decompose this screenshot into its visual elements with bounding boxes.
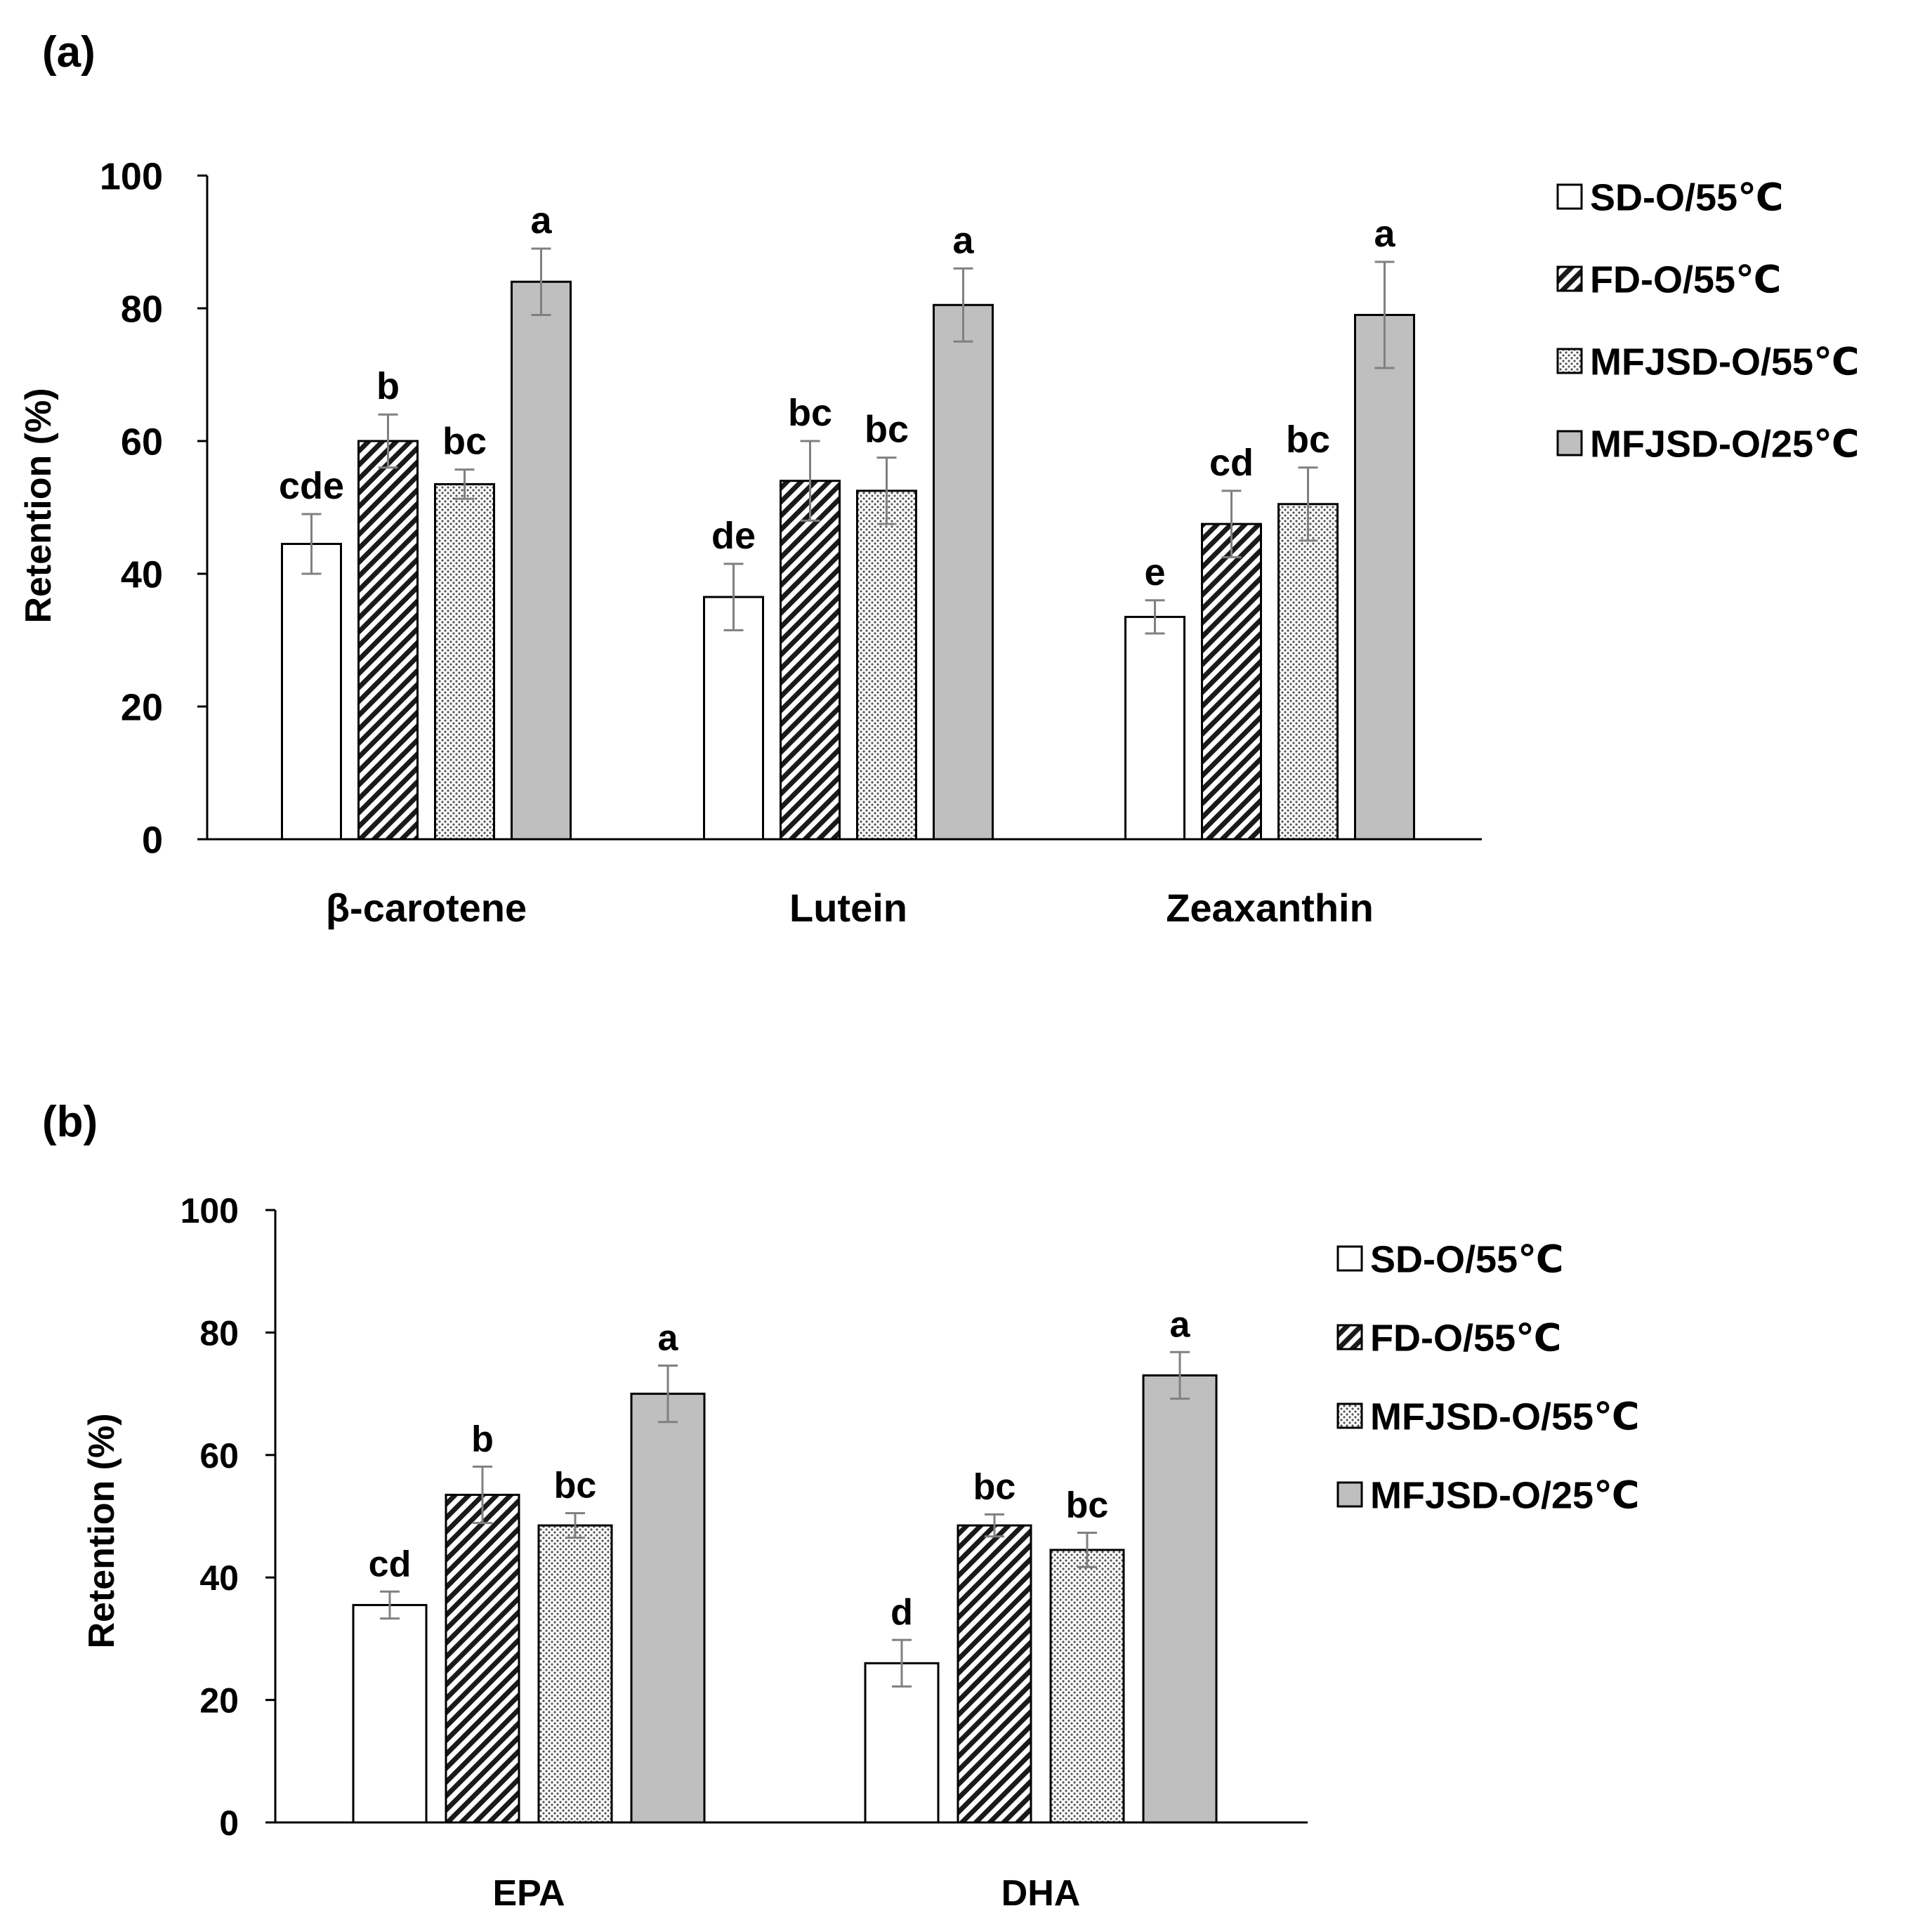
legend-label: FD-O/55℃ — [1590, 258, 1781, 301]
panel-b: (b) Retention (%) 0 20 40 60 80 100 cd b bc a d bc… — [42, 1098, 1639, 1914]
y-tick-label: 0 — [142, 819, 163, 861]
significance-letter: e — [1144, 551, 1165, 593]
legend-swatch — [1556, 348, 1583, 374]
category-label: β-carotene — [326, 886, 527, 930]
significance-letter: b — [471, 1419, 494, 1459]
significance-letter: bc — [788, 392, 832, 434]
bar-dots — [856, 489, 917, 841]
bar-gray — [933, 303, 994, 841]
panel-b-x-labels: EPA DHA — [492, 1873, 1080, 1914]
y-tick-label: 40 — [121, 553, 163, 596]
panel-b-tag: (b) — [42, 1098, 98, 1146]
legend-swatch — [1336, 1324, 1363, 1351]
category-label: Zeaxanthin — [1166, 886, 1374, 930]
legend-swatch — [1556, 265, 1583, 292]
legend-swatch — [1336, 1481, 1363, 1508]
significance-letter: a — [1374, 213, 1395, 255]
bar-hatch — [780, 480, 841, 841]
panel-b-y-axis-label: Retention (%) — [81, 1413, 122, 1648]
significance-letter: bc — [865, 409, 909, 451]
bar-dots — [537, 1524, 613, 1824]
legend-swatch — [1336, 1402, 1363, 1429]
significance-letter: cd — [369, 1544, 412, 1584]
bar-gray — [630, 1393, 706, 1824]
y-tick-label: 0 — [219, 1803, 239, 1843]
bar-hatch — [1201, 523, 1262, 841]
legend-label: MFJSD-O/55℃ — [1370, 1395, 1639, 1438]
panel-b-legend: SD-O/55℃ FD-O/55℃ MFJSD-O/55℃ MFJSD-O/25℃ — [1336, 1238, 1639, 1516]
category-label: EPA — [492, 1873, 565, 1914]
bar-white — [1124, 615, 1185, 841]
significance-letter: bc — [1066, 1485, 1109, 1526]
significance-letter: cde — [279, 465, 344, 507]
bar-hatch — [957, 1524, 1032, 1824]
significance-letter: cd — [1209, 442, 1254, 484]
legend-label: MFJSD-O/25℃ — [1370, 1474, 1639, 1516]
bar-white — [864, 1662, 940, 1824]
bar-dots — [434, 482, 495, 841]
bar-white — [703, 596, 764, 841]
panel-a-tag: (a) — [42, 28, 96, 77]
bar-dots — [1049, 1549, 1125, 1824]
legend-label: MFJSD-O/55℃ — [1590, 341, 1859, 383]
legend-swatch — [1336, 1245, 1363, 1272]
panel-a-x-labels: β-carotene Lutein Zeaxanthin — [326, 886, 1374, 930]
legend-label: SD-O/55℃ — [1590, 176, 1783, 218]
significance-letter: de — [711, 515, 756, 557]
bar-gray — [1354, 313, 1415, 841]
y-tick-label: 100 — [180, 1191, 239, 1230]
legend-swatch — [1556, 430, 1583, 456]
significance-letter: bc — [554, 1466, 597, 1506]
significance-letter: b — [376, 365, 400, 407]
legend-label: MFJSD-O/25℃ — [1590, 423, 1859, 465]
legend-label: FD-O/55℃ — [1370, 1317, 1561, 1359]
significance-letter: bc — [1286, 419, 1330, 461]
y-tick-label: 80 — [199, 1313, 239, 1353]
significance-letter: a — [530, 199, 552, 242]
panel-b-bars: cd b bc a d bc bc a — [352, 1304, 1218, 1824]
panel-a-y-axis-label: Retention (%) — [18, 388, 59, 623]
significance-letter: a — [1170, 1304, 1191, 1345]
bar-hatch — [357, 440, 419, 841]
y-tick-label: 60 — [121, 421, 163, 463]
panel-b-y-ticks: 0 20 40 60 80 100 — [180, 1191, 1308, 1843]
y-tick-label: 100 — [100, 155, 163, 197]
category-label: Lutein — [789, 886, 907, 930]
significance-letter: bc — [442, 421, 487, 463]
legend-swatch — [1556, 183, 1583, 210]
significance-letter: bc — [973, 1466, 1016, 1507]
y-tick-label: 80 — [121, 288, 163, 330]
panel-a-y-ticks: 0 20 40 60 80 100 — [100, 155, 1482, 861]
legend-label: SD-O/55℃ — [1370, 1238, 1563, 1280]
significance-letter: a — [658, 1317, 679, 1358]
significance-letter: d — [891, 1592, 913, 1633]
bar-gray — [1142, 1374, 1218, 1824]
y-tick-label: 60 — [199, 1436, 239, 1476]
panel-a-legend: SD-O/55℃ FD-O/55℃ MFJSD-O/55℃ MFJSD-O/25℃ — [1556, 176, 1859, 465]
bar-white — [281, 542, 342, 841]
y-tick-label: 20 — [199, 1681, 239, 1721]
significance-letter: a — [952, 219, 974, 261]
y-tick-label: 40 — [199, 1558, 239, 1598]
bar-hatch — [445, 1493, 520, 1824]
bar-dots — [1277, 503, 1339, 841]
bar-white — [352, 1603, 428, 1824]
bar-gray — [511, 280, 572, 841]
y-tick-label: 20 — [121, 686, 163, 728]
category-label: DHA — [1001, 1873, 1081, 1914]
